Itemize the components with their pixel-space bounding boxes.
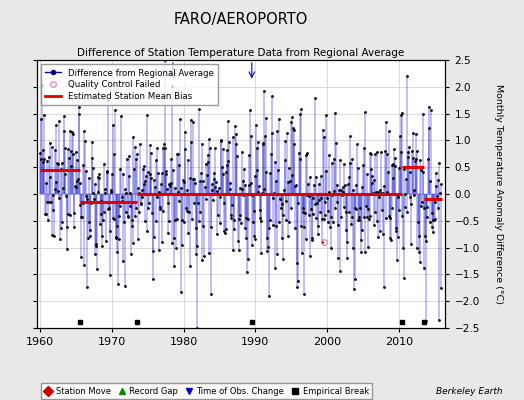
- Text: FARO/AEROPORTO: FARO/AEROPORTO: [174, 12, 308, 27]
- Legend: Station Move, Record Gap, Time of Obs. Change, Empirical Break: Station Move, Record Gap, Time of Obs. C…: [41, 383, 372, 399]
- Text: Berkeley Earth: Berkeley Earth: [436, 387, 503, 396]
- Title: Difference of Station Temperature Data from Regional Average: Difference of Station Temperature Data f…: [78, 48, 405, 58]
- Y-axis label: Monthly Temperature Anomaly Difference (°C): Monthly Temperature Anomaly Difference (…: [494, 84, 503, 304]
